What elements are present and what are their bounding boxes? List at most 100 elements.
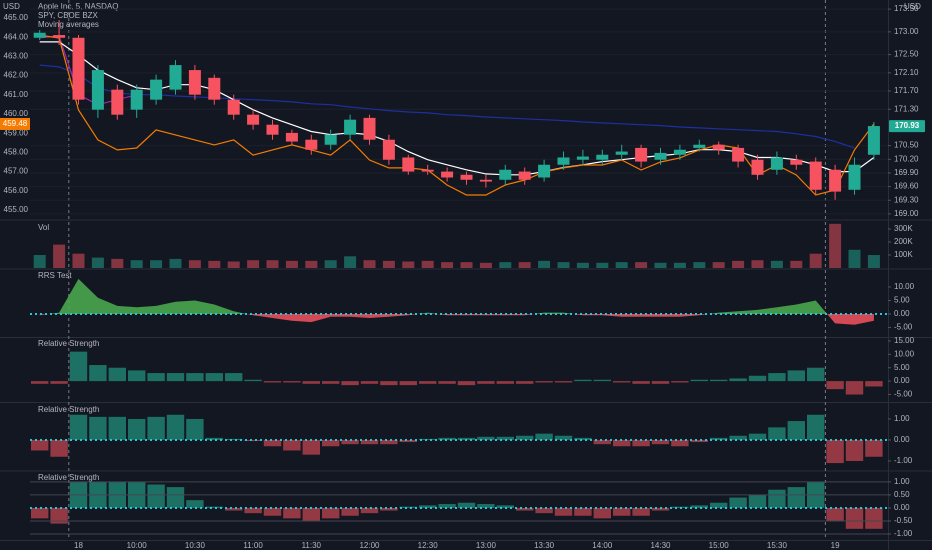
- y-tick-label: 1.00: [894, 414, 910, 423]
- x-tick-label: 19: [831, 541, 840, 550]
- histogram-bar: [380, 381, 398, 386]
- last-price-tag: [889, 120, 925, 133]
- histogram-bar: [787, 421, 805, 440]
- histogram-bar: [457, 437, 476, 440]
- histogram-bar: [748, 375, 767, 382]
- candle-body: [130, 89, 143, 110]
- y2-tick-label: 461.00: [4, 90, 29, 99]
- histogram-bar: [865, 381, 883, 387]
- y-tick-label: 169.00: [894, 209, 919, 218]
- y-tick-label: 170.20: [894, 154, 919, 163]
- x-tick-label: 13:00: [476, 541, 497, 550]
- histogram-bar: [748, 494, 767, 508]
- volume-bar: [809, 253, 822, 268]
- histogram-bar: [729, 435, 747, 440]
- volume-bar: [518, 262, 531, 268]
- candle-body: [596, 154, 609, 160]
- x-tick-label: 11:30: [302, 541, 322, 550]
- candle-body: [382, 139, 395, 160]
- y-tick-label: 0.00: [894, 503, 910, 512]
- histogram-bar: [845, 439, 864, 461]
- left-axis-unit: USD: [3, 2, 20, 11]
- y-tick-label: 173.00: [894, 27, 919, 36]
- histogram-bar: [496, 436, 514, 440]
- volume-bar: [635, 262, 648, 268]
- volume-bar: [770, 260, 783, 268]
- histogram-bar: [399, 381, 417, 386]
- candle-body: [324, 134, 337, 145]
- symbol-title: Apple Inc, 5, NASDAQ: [38, 2, 118, 11]
- x-tick-label: 18: [74, 541, 83, 550]
- histogram-bar: [225, 373, 243, 382]
- histogram-bar: [671, 381, 689, 383]
- histogram-bar: [865, 439, 883, 457]
- histogram-bar: [341, 439, 359, 445]
- y2-tick-label: 465.00: [4, 13, 29, 22]
- histogram-bar: [807, 414, 825, 440]
- histogram-bar: [826, 381, 844, 390]
- y2-last-label: 459.48: [3, 119, 28, 128]
- histogram-bar: [419, 381, 437, 384]
- histogram-bar: [496, 381, 514, 384]
- volume-bar: [33, 255, 46, 268]
- histogram-bar: [477, 381, 495, 384]
- x-tick-label: 14:30: [650, 541, 671, 550]
- y-tick-label: 0.00: [894, 376, 910, 385]
- panel-title: RRS Test: [38, 271, 72, 280]
- candle-body: [305, 139, 318, 150]
- candle-body: [867, 126, 880, 155]
- histogram-bar: [50, 439, 68, 457]
- y2-last-tag: [0, 117, 30, 130]
- volume-bar: [111, 258, 124, 268]
- histogram-bar: [341, 381, 359, 386]
- histogram-bar: [186, 418, 204, 440]
- y-tick-label: -1.00: [894, 529, 913, 538]
- candle-body: [33, 32, 46, 38]
- line-series: [39, 64, 855, 149]
- y2-tick-label: 459.00: [4, 128, 29, 137]
- y-tick-label: 172.10: [894, 68, 919, 77]
- volume-bar: [53, 244, 66, 268]
- histogram-bar: [807, 367, 825, 382]
- candle-body: [848, 164, 861, 190]
- volume-bar: [363, 260, 376, 268]
- histogram-bar: [496, 505, 514, 508]
- y-tick-label: 200K: [894, 237, 913, 246]
- histogram-bar: [166, 487, 185, 508]
- volume-bar: [557, 262, 570, 268]
- x-tick-label: 10:30: [185, 541, 206, 550]
- volume-bar: [402, 261, 415, 268]
- y-tick-label: 169.60: [894, 182, 919, 191]
- histogram-bar: [89, 365, 107, 382]
- candle-body: [732, 147, 745, 162]
- histogram-bar: [322, 439, 340, 447]
- histogram-bar: [322, 507, 340, 519]
- histogram-bar: [438, 381, 456, 384]
- volume-bar: [460, 262, 473, 268]
- histogram-bar: [574, 507, 592, 516]
- volume-bar: [305, 260, 318, 268]
- histogram-bar: [535, 433, 553, 440]
- histogram-bar: [244, 439, 262, 442]
- volume-bar: [499, 262, 512, 268]
- y2-tick-label: 455.00: [4, 205, 29, 214]
- histogram-bar: [768, 373, 786, 382]
- histogram-bar: [166, 414, 185, 440]
- y-tick-label: 10.00: [894, 282, 915, 291]
- histogram-bar: [574, 437, 592, 440]
- histogram-bar: [263, 439, 282, 447]
- volume-bar: [441, 262, 454, 268]
- y2-tick-label: 462.00: [4, 71, 29, 80]
- histogram-bar: [535, 381, 553, 383]
- histogram-bar: [593, 507, 611, 519]
- histogram-bar: [690, 505, 708, 508]
- y2-tick-label: 463.00: [4, 52, 29, 61]
- candle-body: [53, 35, 66, 38]
- histogram-bar: [632, 381, 650, 384]
- volume-bar: [421, 260, 434, 268]
- volume-bar: [169, 258, 182, 268]
- x-tick-label: 10:00: [127, 541, 148, 550]
- histogram-bar: [205, 506, 223, 508]
- histogram-bar: [205, 437, 223, 440]
